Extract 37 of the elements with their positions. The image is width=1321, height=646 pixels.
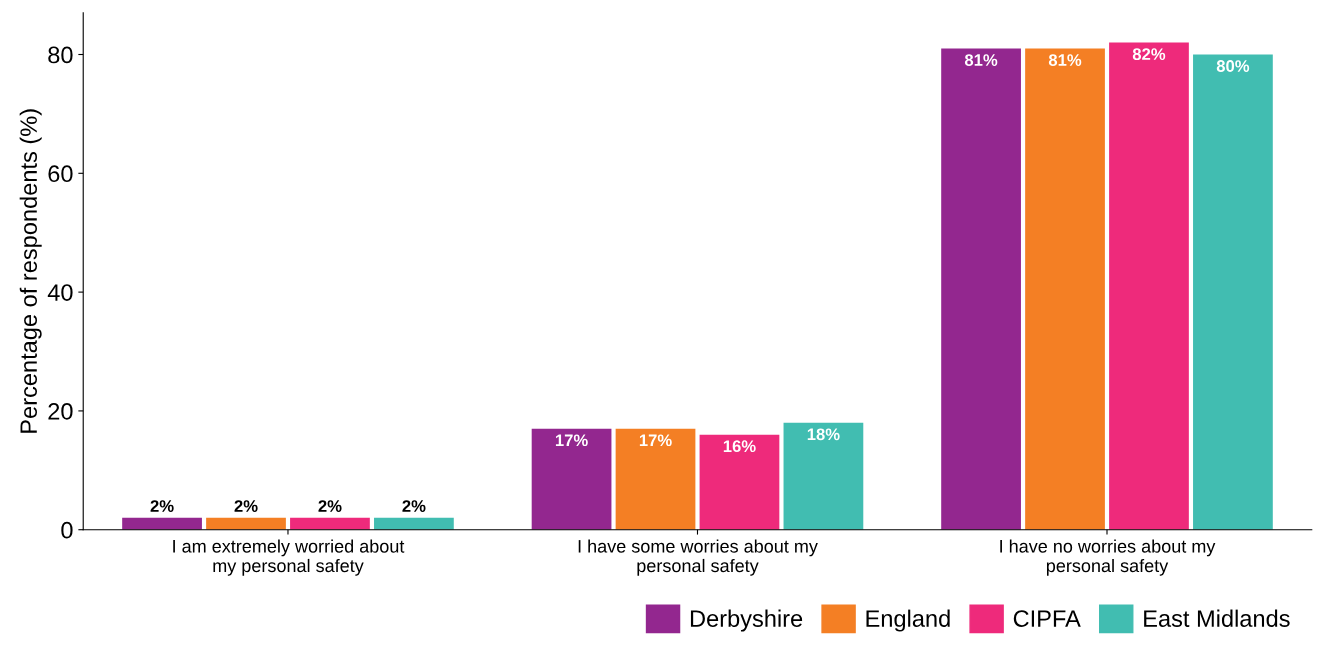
legend-label: East Midlands — [1144, 609, 1290, 627]
bar — [783, 422, 864, 530]
data-label: 17% — [639, 434, 672, 447]
y-axis-title: Percentage of respondents (%) — [19, 109, 42, 433]
y-tick-label: 20 — [48, 402, 73, 420]
y-tick-label: 80 — [48, 46, 73, 64]
bar — [206, 517, 286, 530]
x-tick-label: I have no worries about my personal safety — [1000, 539, 1216, 576]
bar — [374, 517, 454, 530]
bar — [699, 434, 780, 530]
data-label: 81% — [1048, 54, 1082, 66]
y-tick-label: 0 — [61, 521, 73, 539]
bar — [1025, 48, 1105, 530]
bar — [1193, 54, 1273, 530]
x-tick-label: I have some worries about my personal safety — [578, 539, 818, 576]
data-label: 80% — [1216, 60, 1250, 72]
bar — [290, 517, 370, 530]
data-label: 2% — [234, 500, 258, 512]
legend-label: CIPFA — [1013, 610, 1081, 627]
y-tick-label: 40 — [47, 284, 73, 301]
bar — [615, 428, 696, 530]
data-label: 2% — [402, 500, 426, 512]
data-label: 16% — [723, 440, 756, 453]
bar — [531, 428, 612, 530]
data-label: 82% — [1132, 48, 1166, 61]
bar — [941, 48, 1021, 530]
data-label: 2% — [318, 500, 342, 512]
data-label: 18% — [807, 428, 840, 441]
y-tick-label: 60 — [48, 165, 73, 183]
bar — [1109, 42, 1189, 530]
data-label: 17% — [555, 434, 588, 447]
data-label: 81% — [964, 54, 998, 66]
legend-label: Derbyshire — [690, 609, 803, 632]
x-tick-label: I am extremely worried about my personal safety — [173, 539, 405, 576]
bar — [122, 517, 202, 530]
data-label: 2% — [150, 500, 174, 512]
legend-label: England — [866, 609, 950, 632]
